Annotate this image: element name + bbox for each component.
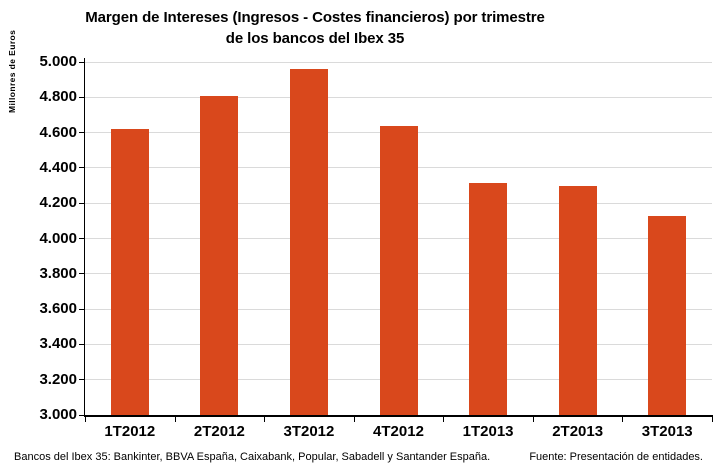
x-tick-mark [264,417,266,422]
bar-1T2012 [110,129,149,415]
x-tick-mark [712,417,713,422]
x-tick-label: 4T2012 [373,423,424,440]
y-tick-mark [79,167,85,169]
y-tick-label: 3.800 [39,264,77,282]
y-tick-label: 4.600 [39,123,77,141]
x-tick-label: 1T2013 [462,423,514,440]
footnote-banks: Bancos del Ibex 35: Bankinter, BBVA Espa… [14,451,491,463]
y-tick-mark [79,379,85,381]
y-tick-label: 4.000 [39,229,77,247]
y-tick-label: 3.600 [39,300,77,318]
y-tick-label: 4.400 [39,158,77,176]
y-tick-mark [79,273,85,275]
y-tick-label: 4.800 [39,88,77,106]
x-tick-mark [174,417,176,422]
chart-title-line1: Margen de Intereses (Ingresos - Costes f… [85,9,545,26]
bar-2T2012 [200,96,239,415]
y-axis-title: Millonres de Euros [7,29,17,113]
x-tick-mark [532,417,534,422]
chart-title: Margen de Intereses (Ingresos - Costes f… [0,7,630,49]
x-tick-label: 3T2013 [641,423,693,440]
y-tick-mark [79,238,85,239]
y-tick-label: 3.000 [39,406,77,423]
y-tick-mark [79,343,85,345]
y-tick-label: 4.200 [39,194,77,212]
y-tick-mark [79,61,85,63]
y-tick-label: 3.400 [39,335,77,353]
x-tick-label: 3T2012 [283,423,335,440]
x-tick-mark [85,417,86,422]
x-tick-label: 2T2012 [193,423,245,440]
y-tick-mark [79,202,85,204]
footnote-source: Fuente: Presentación de entidades. [529,451,703,463]
y-tick-label: 5.000 [39,53,77,70]
y-tick-label: 3.200 [39,370,77,388]
bar-3T2013 [648,216,687,415]
y-tick-mark [79,414,85,416]
bar-4T2012 [379,126,418,415]
bar-1T2013 [469,182,508,415]
y-tick-mark [79,132,85,134]
bar-3T2012 [289,69,328,415]
gridline [85,96,712,98]
gridline [85,61,712,63]
x-tick-label: 1T2012 [104,423,156,440]
y-axis-line [84,58,85,415]
y-tick-mark [79,96,85,98]
x-tick-label: 2T2013 [552,423,604,440]
bar-2T2013 [558,185,597,415]
chart-title-line2: de los bancos del Ibex 35 [225,30,405,47]
x-axis-line [84,415,713,417]
x-tick-mark [622,417,624,422]
x-tick-mark [443,417,445,422]
x-tick-mark [353,417,355,422]
y-tick-mark [79,308,85,310]
